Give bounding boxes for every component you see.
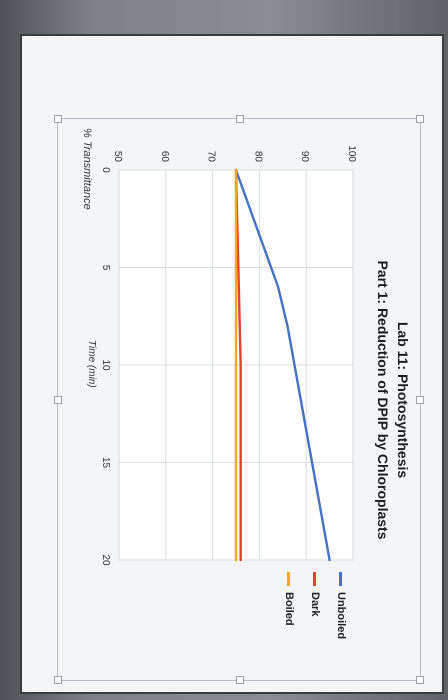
resize-handle-bottom-left[interactable] <box>54 676 62 684</box>
y-axis-label: % Transmittance <box>81 127 93 210</box>
resize-handle-right-mid[interactable] <box>416 396 424 404</box>
resize-handle-bottom-mid[interactable] <box>236 676 244 684</box>
y-tick-label-80: 80 <box>252 150 263 162</box>
resize-handle-bottom-right[interactable] <box>416 676 424 684</box>
x-tick-label-10: 10 <box>100 359 111 371</box>
x-tick-label-0: 0 <box>100 167 111 173</box>
y-tick-label-90: 90 <box>299 150 310 162</box>
resize-handle-top-mid[interactable] <box>236 115 244 123</box>
y-tick-label-70: 70 <box>206 150 217 162</box>
x-tick-label-15: 15 <box>100 456 111 468</box>
legend-item-boiled: Boiled <box>283 571 295 639</box>
legend: Unboiled Dark Boiled <box>269 571 347 639</box>
rotated-chart: Lab 11: Photosynthesis Part 1: Reduction… <box>59 120 419 680</box>
y-tick-label-100: 100 <box>346 145 357 162</box>
plot-area: 50 60 70 80 90 100 0 5 10 15 20 <box>100 145 357 566</box>
legend-label-unboiled: Unboiled <box>335 591 347 639</box>
resize-handle-top-right[interactable] <box>416 115 424 123</box>
resize-handle-left-mid[interactable] <box>54 396 62 404</box>
series-line-dark <box>234 168 242 561</box>
legend-label-dark: Dark <box>309 591 321 616</box>
legend-item-dark: Dark <box>309 571 321 639</box>
chart-selection-frame[interactable]: Lab 11: Photosynthesis Part 1: Reduction… <box>54 115 424 684</box>
x-axis-label: Time (min) <box>86 339 97 388</box>
y-tick-label-50: 50 <box>112 150 123 162</box>
legend-item-unboiled: Unboiled <box>335 571 347 639</box>
resize-handle-top-left[interactable] <box>54 115 62 123</box>
chart-screen: Lab 11: Photosynthesis Part 1: Reduction… <box>22 36 442 692</box>
x-tick-label-20: 20 <box>100 554 111 566</box>
legend-swatch-boiled <box>287 571 291 586</box>
legend-label-boiled: Boiled <box>283 591 295 626</box>
y-tick-label-60: 60 <box>159 150 170 162</box>
legend-swatch-dark <box>313 571 317 586</box>
legend-swatch-unboiled <box>339 571 343 586</box>
x-tick-label-5: 5 <box>100 264 111 270</box>
series-line-unboiled <box>234 168 331 561</box>
